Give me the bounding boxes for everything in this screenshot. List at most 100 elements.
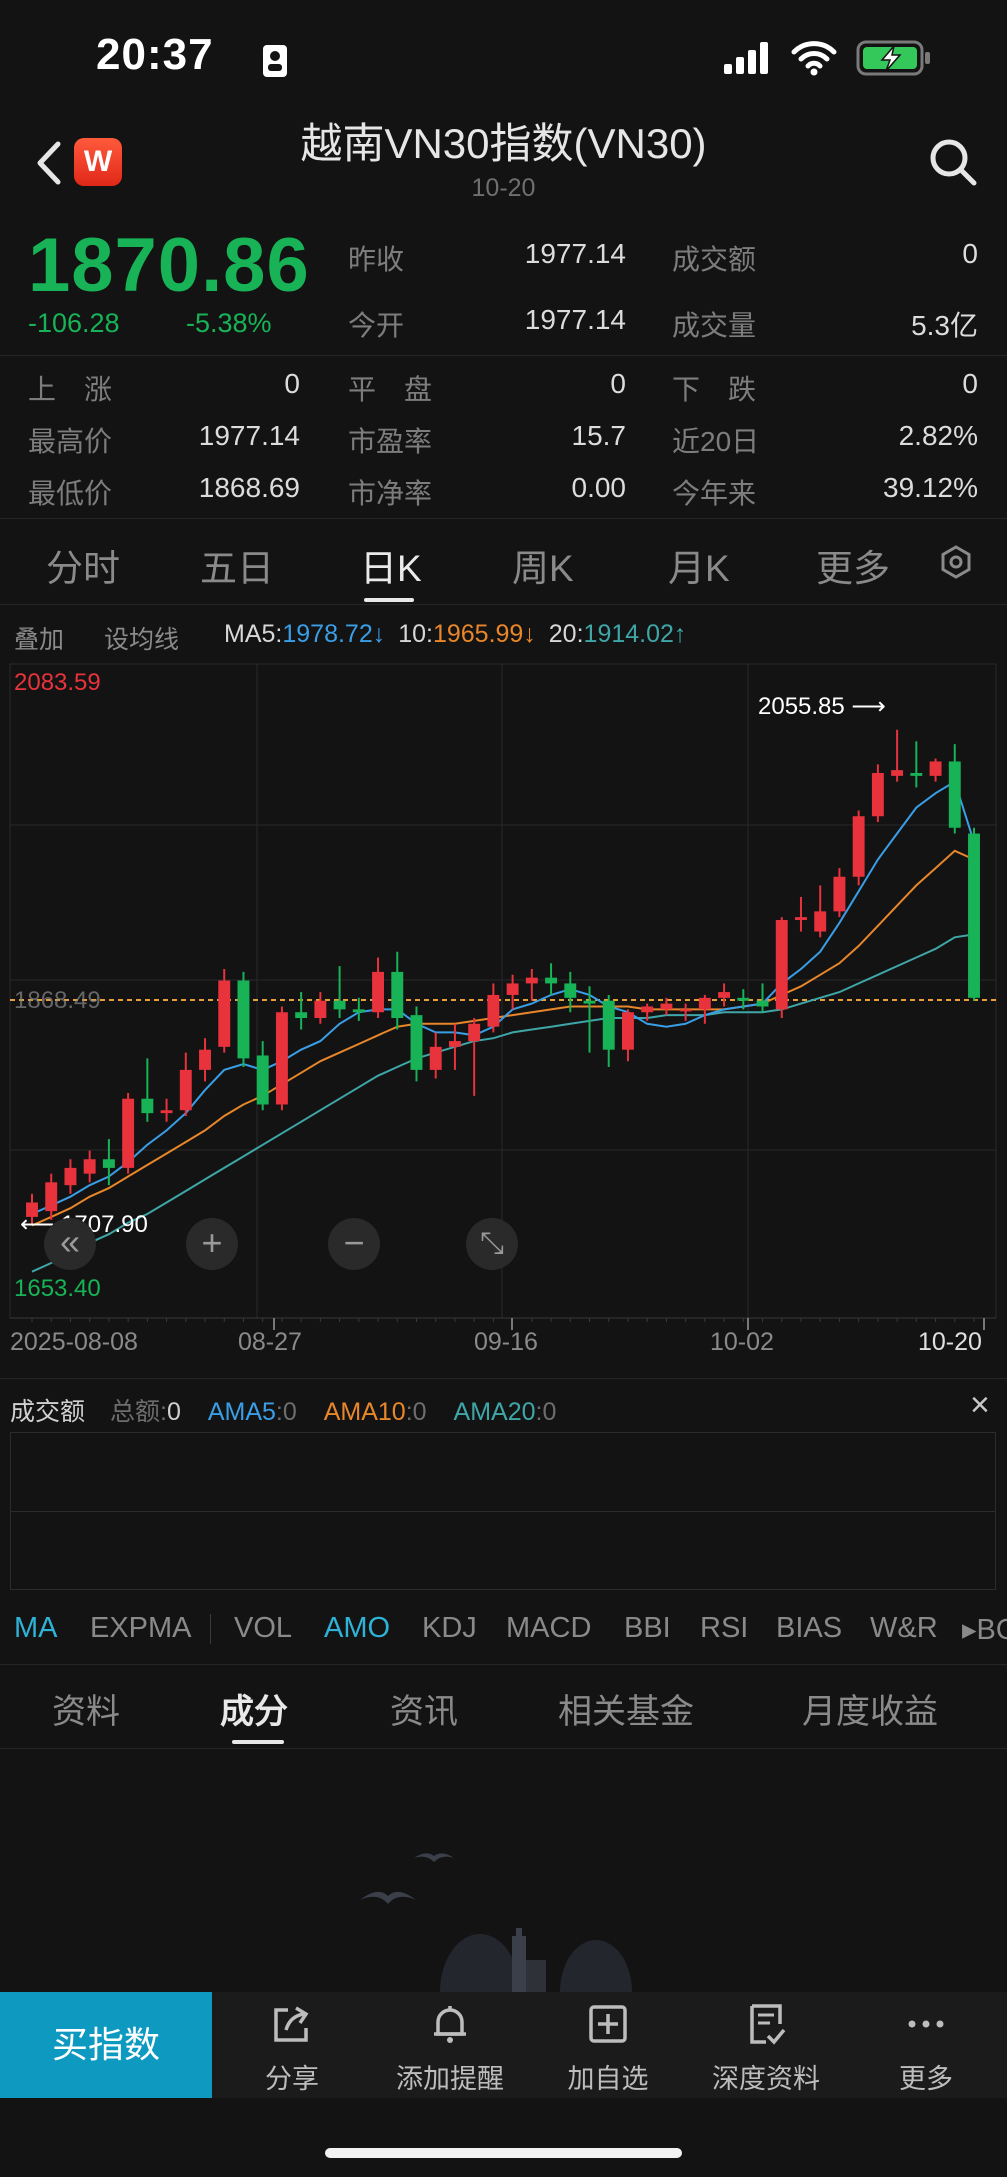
back-arrow-icon[interactable] — [30, 138, 70, 188]
research-icon — [750, 2004, 786, 2045]
fullscreen-button[interactable]: ⤡ — [466, 1218, 518, 1270]
indicator-amo[interactable]: AMO — [324, 1612, 391, 1644]
tab-daily-k[interactable]: 日K — [360, 548, 422, 589]
candle-body — [237, 980, 250, 1059]
candle — [333, 966, 346, 1019]
tab-active-indicator — [364, 598, 414, 602]
candle — [410, 1006, 423, 1082]
total-value: 0 — [166, 1398, 181, 1426]
candle — [602, 994, 615, 1068]
stat-label: 市净率 — [348, 478, 433, 509]
more-button[interactable]: 更多 — [856, 2002, 996, 2096]
set-ma-button[interactable]: 设均线 — [104, 626, 180, 654]
candle-body — [391, 971, 404, 1019]
ma-lines — [31, 780, 975, 1273]
subtab-profile[interactable]: 资料 — [52, 1693, 120, 1731]
candle-body — [141, 1098, 154, 1114]
candle — [660, 997, 673, 1016]
tab-more[interactable]: 更多 — [816, 548, 890, 589]
stat-label: 平 盘 — [348, 374, 433, 405]
ma20-line — [31, 933, 975, 1273]
buy-index-button[interactable]: 买指数 — [0, 1992, 212, 2098]
tab-monthly-k[interactable]: 月K — [668, 548, 730, 589]
stat-value: 39.12% — [883, 472, 978, 503]
indicator-more[interactable]: ▸BO — [962, 1614, 1007, 1646]
app-logo[interactable]: W — [74, 138, 122, 186]
tab-five-day[interactable]: 五日 — [200, 548, 274, 589]
indicator-vol[interactable]: VOL — [234, 1612, 293, 1644]
candle — [525, 969, 538, 1001]
candle — [698, 994, 711, 1024]
indicator-ma[interactable]: MA — [14, 1612, 58, 1644]
candle — [237, 971, 250, 1068]
candle-body — [333, 1000, 346, 1010]
candle-body — [583, 1000, 596, 1004]
ma-legend: MA5:1978.72↓ 10:1965.99↓ 20:1914.02↑ — [224, 620, 686, 649]
ma10-label: 10: — [398, 620, 433, 648]
settings-icon[interactable] — [938, 544, 974, 580]
x-axis-label: 08-27 — [238, 1328, 302, 1356]
candle — [141, 1058, 154, 1122]
candle — [968, 827, 980, 1001]
candle — [218, 969, 231, 1053]
candle-body — [295, 1012, 308, 1019]
add-watchlist-icon — [589, 2005, 627, 2043]
status-time: 20:37 — [96, 30, 214, 79]
candle — [314, 992, 327, 1024]
research-button[interactable]: 深度资料 — [696, 2002, 836, 2096]
indicator-bias[interactable]: BIAS — [776, 1612, 843, 1644]
divider — [0, 604, 1007, 605]
zoom-in-button[interactable]: + — [186, 1218, 238, 1270]
candle — [429, 1032, 442, 1079]
candle-body — [852, 816, 865, 877]
candle-body — [45, 1182, 58, 1212]
ma10-value: 1965.99↓ — [432, 620, 536, 648]
zoom-out-button[interactable]: − — [328, 1218, 380, 1270]
tab-weekly-k[interactable]: 周K — [512, 548, 574, 589]
candle — [275, 1006, 288, 1111]
search-icon[interactable] — [927, 136, 979, 188]
indicator-expma[interactable]: EXPMA — [90, 1612, 192, 1644]
add-alert-button[interactable]: 添加提醒 — [380, 2002, 520, 2096]
candle — [852, 810, 865, 886]
candle-body — [621, 1012, 634, 1050]
candle — [833, 868, 846, 918]
indicator-wr[interactable]: W&R — [870, 1612, 938, 1644]
candle — [352, 997, 365, 1021]
overlay-button[interactable]: 叠加 — [14, 626, 65, 654]
close-volume-button[interactable]: × — [970, 1386, 990, 1424]
home-indicator — [325, 2148, 682, 2158]
share-button[interactable]: 分享 — [222, 2002, 362, 2096]
candle — [122, 1092, 135, 1174]
candle-body — [564, 983, 577, 998]
ma20-value: 1914.02↑ — [583, 620, 687, 648]
candle-body — [448, 1041, 461, 1047]
indicator-bbi[interactable]: BBI — [624, 1612, 671, 1644]
stat-value: 0 — [962, 238, 978, 269]
candle-body — [545, 977, 558, 984]
candle-body — [64, 1167, 77, 1186]
subtab-monthly-return[interactable]: 月度收益 — [802, 1693, 938, 1731]
subtab-constituents[interactable]: 成分 — [220, 1693, 288, 1731]
candle-body — [468, 1023, 481, 1042]
collapse-button[interactable]: « — [44, 1218, 96, 1270]
candle — [679, 1003, 692, 1021]
last-price: 1870.86 — [28, 223, 310, 308]
candle-body — [718, 992, 731, 998]
indicator-kdj[interactable]: KDJ — [422, 1612, 477, 1644]
stat-value: 0 — [284, 368, 300, 399]
add-watchlist-button[interactable]: 加自选 — [538, 2002, 678, 2096]
subtab-news[interactable]: 资讯 — [390, 1693, 458, 1731]
subtab-related-funds[interactable]: 相关基金 — [558, 1693, 694, 1731]
tab-intraday[interactable]: 分时 — [46, 548, 120, 589]
candle-body — [929, 761, 942, 776]
indicator-macd[interactable]: MACD — [506, 1612, 592, 1644]
stat-label: 成交量 — [672, 310, 757, 341]
candle-body — [698, 997, 711, 1010]
indicator-rsi[interactable]: RSI — [700, 1612, 749, 1644]
candle-body — [487, 994, 500, 1027]
x-axis-label: 2025-08-08 — [10, 1328, 138, 1356]
stat-label: 近20日 — [672, 426, 760, 457]
candle-body — [352, 1009, 365, 1013]
